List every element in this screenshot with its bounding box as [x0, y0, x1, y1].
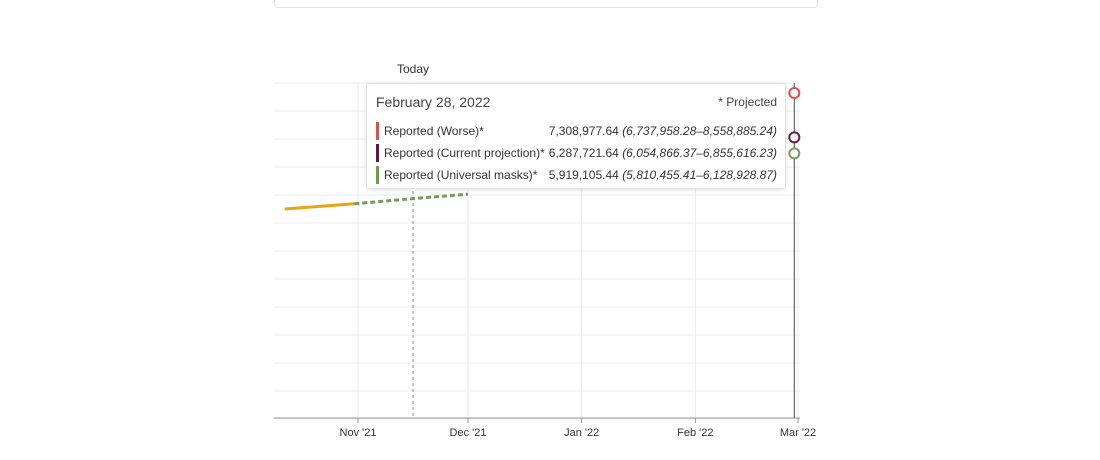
- x-tick-label: Dec '21: [450, 427, 487, 439]
- series-line-universal-masks: [354, 192, 469, 206]
- tooltip-value-current: 6,287,721.64 (6,054,866.37–6,855,616.23): [548, 146, 777, 160]
- hover-marker-current: [788, 131, 801, 144]
- chart-tooltip: February 28, 2022 * Projected Reported (…: [366, 83, 786, 189]
- tooltip-label-masks: Reported (Universal masks)*: [384, 168, 538, 182]
- x-tick-label: Mar '22: [780, 427, 816, 439]
- tooltip-swatch-current: [376, 144, 379, 162]
- tooltip-swatch-masks: [376, 166, 379, 184]
- today-label: Today: [397, 62, 429, 76]
- tooltip-label-worse: Reported (Worse)*: [384, 124, 484, 138]
- tooltip-projected-note: * Projected: [718, 95, 777, 109]
- tooltip-value-masks: 5,919,105.44 (5,810,455.41–6,128,928.87): [548, 168, 777, 182]
- tooltip-value-worse: 7,308,977.64 (6,737,958.28–8,558,885.24): [548, 124, 777, 138]
- tooltip-row-current: Reported (Current projection)* 6,287,721…: [376, 144, 777, 162]
- tooltip-date: February 28, 2022: [376, 94, 491, 110]
- top-panel-card: [274, 0, 818, 8]
- tooltip-swatch-worse: [376, 122, 379, 140]
- tooltip-row-masks: Reported (Universal masks)* 5,919,105.44…: [376, 166, 777, 184]
- series-line-reported: [284, 202, 355, 211]
- tooltip-label-current: Reported (Current projection)*: [384, 146, 545, 160]
- tooltip-row-worse: Reported (Worse)* 7,308,977.64 (6,737,95…: [376, 122, 777, 140]
- x-tick-label: Feb '22: [677, 427, 713, 439]
- x-tick-label: Jan '22: [564, 427, 599, 439]
- x-tick-label: Nov '21: [340, 427, 377, 439]
- hover-marker-masks: [788, 147, 801, 160]
- hover-marker-worse: [788, 87, 801, 99]
